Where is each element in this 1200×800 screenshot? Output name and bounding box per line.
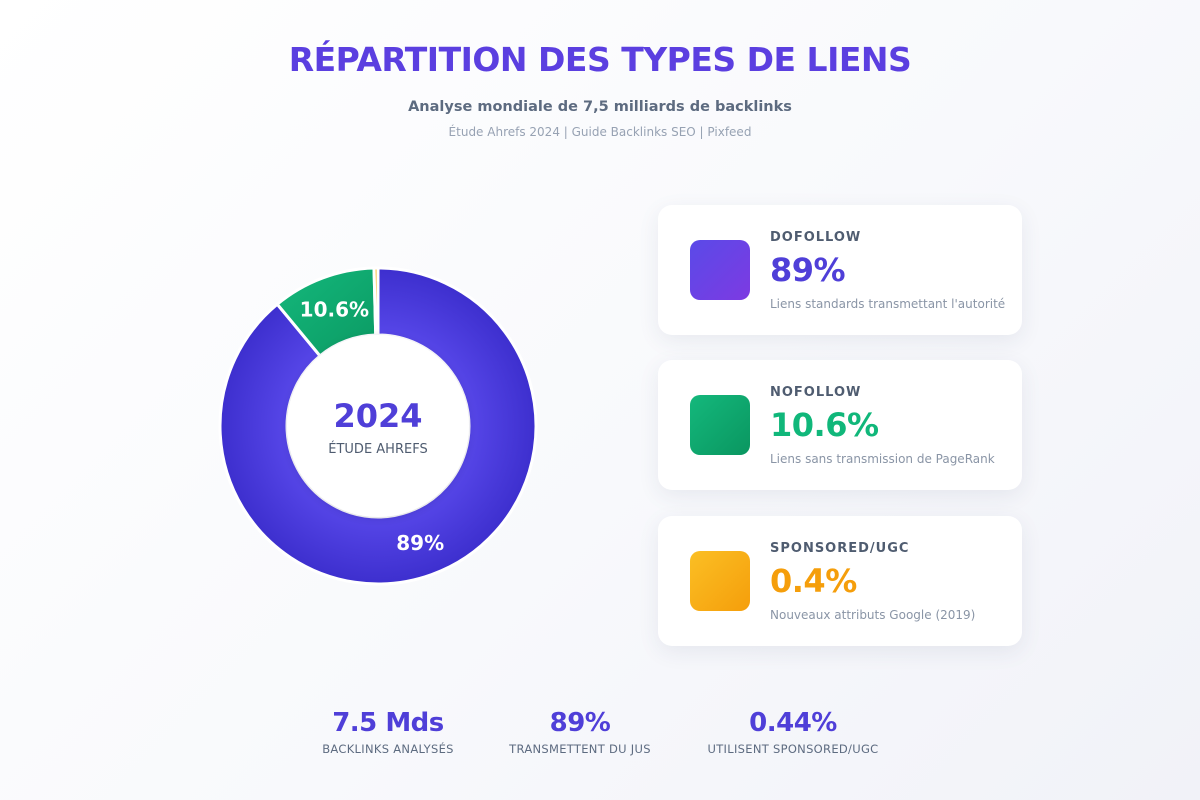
donut-center-year: 2024 [333, 397, 422, 435]
stat-label: UTILISENT SPONSORED/UGC [707, 742, 879, 756]
slice-nofollow-label: 10.6% [300, 297, 369, 321]
page-subtitle: Analyse mondiale de 7,5 milliards de bac… [408, 99, 792, 115]
donut-center [287, 335, 469, 517]
card-nofollow: NOFOLLOW 10.6% Liens sans transmission d… [658, 360, 1022, 490]
card-description: Liens standards transmettant l'autorité [770, 297, 1006, 311]
card-label: DOFOLLOW [770, 230, 862, 245]
stat-value: 7.5 Mds [332, 708, 444, 738]
sponsored-swatch [690, 551, 750, 611]
dofollow-swatch [690, 240, 750, 300]
card-value: 0.4% [770, 562, 857, 600]
nofollow-swatch [690, 395, 750, 455]
stat-label: TRANSMETTENT DU JUS [509, 742, 651, 756]
card-value: 89% [770, 251, 846, 289]
card-sponsored-ugc: SPONSORED/UGC 0.4% Nouveaux attributs Go… [658, 516, 1022, 646]
stat-value: 89% [549, 708, 611, 738]
donut-chart: 2024 ÉTUDE AHREFS 89% 10.6% [218, 266, 538, 586]
slice-dofollow-label: 89% [396, 531, 444, 555]
stat-sponsored: 0.44% UTILISENT SPONSORED/UGC [673, 708, 913, 756]
stat-juice: 89% TRANSMETTENT DU JUS [460, 708, 700, 756]
page-title: RÉPARTITION DES TYPES DE LIENS [288, 40, 912, 79]
card-label: NOFOLLOW [770, 385, 862, 400]
card-description: Liens sans transmission de PageRank [770, 452, 995, 466]
stat-backlinks: 7.5 Mds BACKLINKS ANALYSÉS [268, 708, 508, 756]
card-label: SPONSORED/UGC [770, 541, 910, 556]
stat-value: 0.44% [749, 708, 837, 738]
card-description: Nouveaux attributs Google (2019) [770, 608, 976, 622]
card-dofollow: DOFOLLOW 89% Liens standards transmettan… [658, 205, 1022, 335]
source-line: Étude Ahrefs 2024 | Guide Backlinks SEO … [448, 125, 752, 139]
card-value: 10.6% [770, 406, 879, 444]
donut-center-label: ÉTUDE AHREFS [328, 441, 427, 457]
stat-label: BACKLINKS ANALYSÉS [322, 742, 454, 756]
slice-sponsored-ugc [372, 266, 380, 337]
